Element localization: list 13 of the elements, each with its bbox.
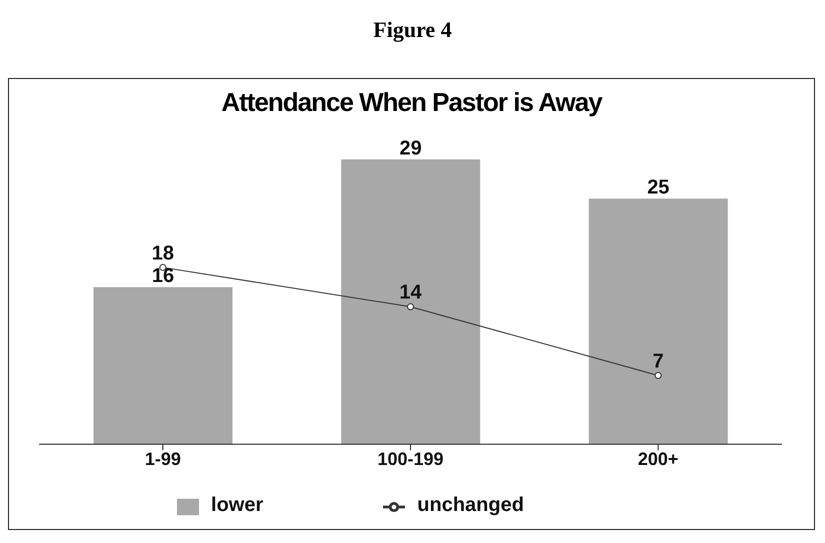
chart-title: Attendance When Pastor is Away [220,87,604,118]
legend-label: lower [211,494,264,516]
data-label: 14 [399,282,422,304]
data-label: 18 [152,242,174,264]
data-label: 7 [652,350,664,372]
caption: Figure 4 [372,16,453,44]
data-label: 25 [647,176,670,199]
legend-label: unchanged [417,494,524,516]
x-tick-label: 200+ [638,449,678,470]
x-tick-label: 100-199 [377,449,444,470]
data-label: 29 [400,137,422,160]
x-tick-label: 1-99 [144,449,181,470]
data-label: 16 [152,265,174,288]
